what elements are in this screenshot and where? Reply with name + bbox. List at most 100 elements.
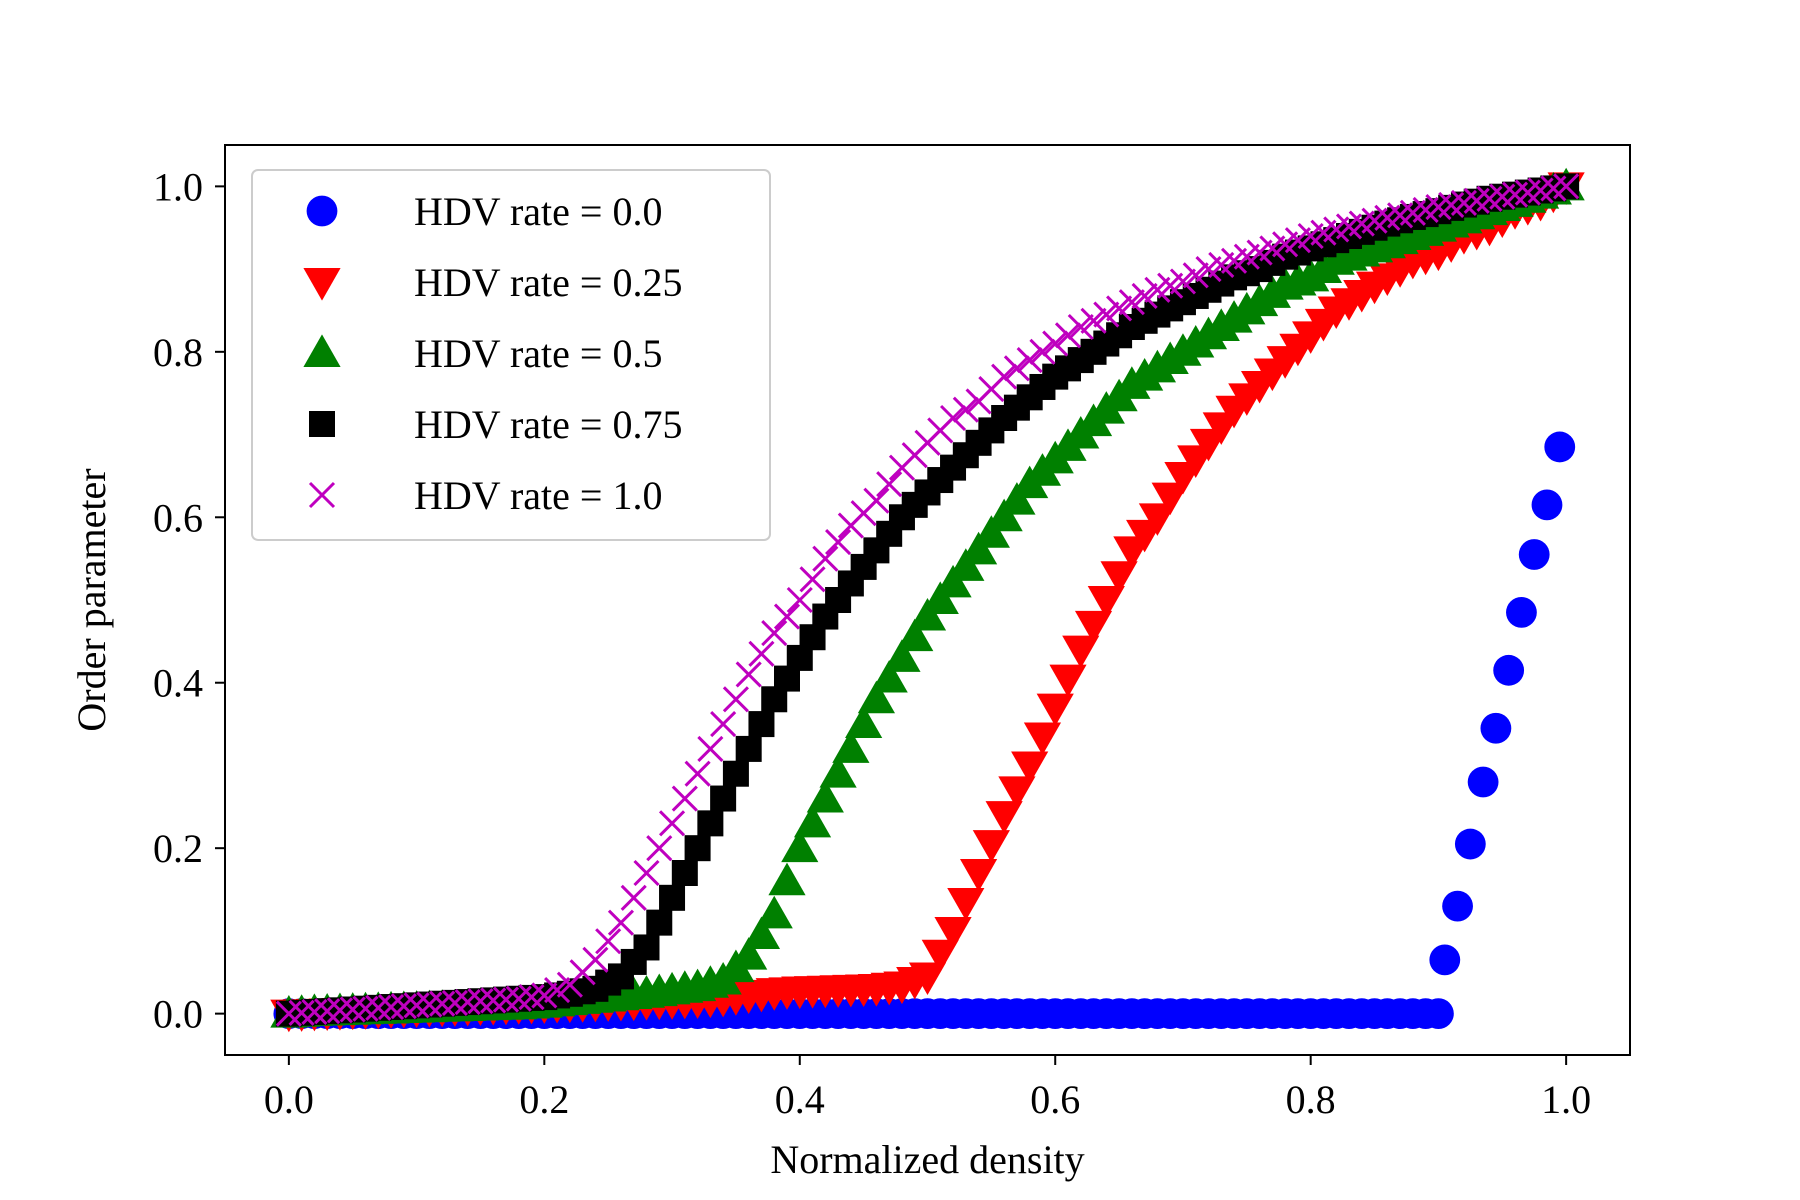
data-point — [326, 997, 354, 1024]
data-point — [697, 735, 724, 762]
data-point — [595, 928, 622, 955]
data-point — [671, 785, 698, 812]
data-point — [1480, 712, 1512, 744]
data-point — [781, 829, 819, 863]
data-point — [301, 998, 328, 1026]
data-point — [1062, 635, 1100, 669]
plot-marks — [270, 167, 1585, 1033]
x-tick-label: 0.4 — [775, 1077, 825, 1122]
data-point — [339, 996, 366, 1023]
data-point — [1080, 307, 1107, 334]
data-point — [934, 564, 972, 598]
data-point — [1169, 268, 1197, 295]
data-point — [1074, 610, 1113, 644]
data-point — [921, 581, 959, 614]
data-point — [991, 363, 1018, 390]
data-point — [1100, 561, 1138, 594]
legend-box — [251, 169, 771, 541]
data-point — [429, 990, 456, 1017]
data-point — [1093, 301, 1120, 328]
legend-label: HDV rate = 0.75 — [414, 402, 682, 447]
data-point — [403, 992, 430, 1019]
legend-marker — [303, 268, 341, 301]
data-point — [1049, 664, 1087, 698]
data-point — [1029, 338, 1056, 365]
data-point — [1042, 330, 1069, 357]
data-point — [939, 404, 967, 432]
data-point — [684, 760, 711, 787]
data-point — [441, 989, 468, 1016]
data-point — [454, 988, 481, 1016]
x-tick-label: 1.0 — [1541, 1077, 1591, 1122]
data-point — [365, 994, 392, 1021]
data-point — [985, 498, 1023, 532]
data-point — [812, 545, 839, 572]
data-point — [825, 529, 852, 556]
data-point — [947, 548, 985, 581]
data-point — [1036, 693, 1074, 727]
data-point — [314, 998, 341, 1025]
data-point — [275, 1000, 302, 1027]
data-point — [710, 711, 737, 738]
legend-marker — [306, 195, 338, 227]
data-point — [1087, 586, 1125, 619]
data-point — [755, 895, 793, 929]
data-point — [1506, 597, 1537, 628]
data-point — [908, 962, 947, 996]
data-point — [748, 640, 775, 667]
axes-frame — [224, 144, 1631, 1056]
legend-marker — [308, 481, 336, 509]
data-point — [710, 785, 737, 812]
x-tick-label: 0.2 — [519, 1077, 569, 1122]
data-point — [768, 862, 806, 896]
data-point — [1518, 539, 1550, 570]
y-tick-label: 0.4 — [153, 661, 203, 706]
data-point — [972, 830, 1010, 863]
data-point — [819, 755, 857, 788]
data-point — [1138, 503, 1177, 536]
data-point — [416, 991, 443, 1018]
data-point — [646, 835, 673, 862]
data-point — [921, 939, 959, 973]
x-tick-label: 0.8 — [1286, 1077, 1336, 1122]
data-point — [952, 396, 979, 423]
data-point — [1544, 431, 1576, 463]
data-point — [352, 995, 379, 1022]
data-point — [972, 515, 1010, 548]
data-point — [883, 639, 921, 672]
data-point — [908, 597, 947, 631]
data-point — [671, 860, 698, 886]
x-tick-label: 0.6 — [1030, 1077, 1080, 1122]
data-point — [633, 934, 660, 961]
data-point — [646, 909, 673, 936]
legend-label: HDV rate = 0.25 — [414, 260, 682, 305]
data-point — [863, 487, 890, 514]
data-point — [684, 835, 711, 862]
data-point — [845, 705, 883, 739]
data-point — [934, 916, 972, 950]
data-point — [761, 620, 788, 647]
data-point — [1016, 347, 1043, 374]
data-point — [1454, 828, 1486, 860]
data-point — [896, 618, 934, 652]
data-point — [998, 482, 1036, 515]
data-point — [1423, 998, 1454, 1030]
x-tick-label: 0.0 — [264, 1077, 314, 1122]
data-point — [1553, 173, 1580, 200]
data-point — [985, 801, 1023, 834]
data-point — [607, 909, 635, 936]
legend-marker — [309, 411, 335, 437]
data-point — [659, 884, 686, 911]
data-point — [876, 471, 903, 498]
data-point — [806, 779, 844, 813]
data-point — [1531, 489, 1563, 521]
data-point — [773, 603, 801, 630]
series-5 — [275, 173, 1580, 1027]
data-point — [742, 916, 781, 949]
data-point — [748, 711, 775, 738]
y-tick-label: 0.8 — [153, 330, 203, 375]
legend-marker — [303, 334, 341, 367]
data-point — [531, 982, 558, 1009]
data-point — [492, 986, 520, 1013]
